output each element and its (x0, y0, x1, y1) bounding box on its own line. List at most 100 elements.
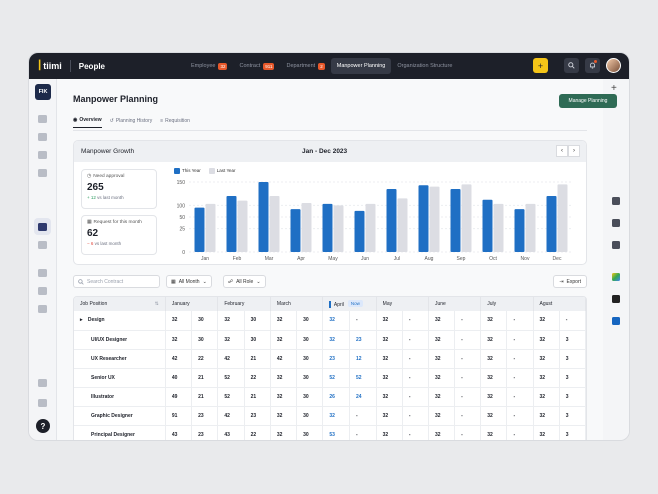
tab-requisition[interactable]: ≡ Requisition (160, 117, 190, 124)
value-cell: 32 (480, 311, 508, 331)
home-icon[interactable] (38, 115, 47, 123)
table-row[interactable]: UI/UX Designer 32 30 32 30 32 30 32 23 32-32-32-3… (74, 330, 586, 350)
money-icon[interactable] (38, 269, 47, 277)
nav-contract[interactable]: Contract 911 (239, 62, 275, 70)
bar-last-year (269, 196, 280, 252)
divider (73, 130, 587, 131)
value-cell: 30 (244, 330, 271, 350)
value-cell: 21 (191, 387, 219, 407)
nav-department[interactable]: Department 2 (286, 62, 325, 70)
avatar[interactable] (606, 58, 621, 73)
right-sidebar: + (601, 79, 629, 440)
search-user-icon[interactable] (38, 169, 47, 177)
table-row[interactable]: Illustrator 49 21 52 21 32 30 26 24 32-32-32-32 3 (74, 387, 586, 407)
table-row[interactable]: UX Researcher 42 22 42 21 42 30 23 12 32-32-32-32… (74, 349, 586, 369)
search-icon[interactable] (564, 58, 579, 73)
bell-icon[interactable] (585, 58, 600, 73)
expand-icon[interactable]: ▸ (80, 317, 84, 324)
gear-icon[interactable] (38, 379, 47, 387)
value-cell: 42 (165, 349, 193, 369)
nav-manpower-planning[interactable]: Manpower Planning (330, 58, 392, 74)
value-cell: 32 (376, 425, 403, 440)
bar-this-year (322, 203, 333, 252)
tab-planning-history[interactable]: ↺ Planning History (109, 117, 153, 124)
table-row[interactable]: Principal Designer 43 23 43 22 32 30 53-32-32-3… (74, 425, 586, 440)
add-button[interactable]: + (533, 58, 548, 73)
help-button[interactable]: ? (36, 419, 50, 433)
module-title: People (78, 61, 105, 71)
value-cell: 32 (376, 387, 403, 407)
value-cell: 42 (270, 349, 298, 369)
x-tick-label: May (328, 256, 338, 262)
confluence-icon[interactable] (612, 317, 620, 325)
top-actions: + (533, 58, 621, 73)
table-row[interactable]: Senior UX 40 21 52 22 32 30 52 52 32-32-32-32 3 (74, 368, 586, 388)
export-button[interactable]: ⇥ Export (553, 275, 587, 288)
workspace-logo[interactable]: FIK (35, 84, 51, 100)
chevron-left-icon[interactable]: ‹ (556, 145, 568, 157)
value-cell: 22 (244, 425, 271, 440)
building-icon[interactable] (38, 287, 47, 295)
logo-icon: ꟾ (38, 60, 42, 73)
role-select[interactable]: ☍ All Role ⌄ (223, 275, 266, 288)
value-cell: 32 (428, 406, 456, 426)
tab-overview[interactable]: ◉ Overview (73, 117, 102, 128)
value-cell: 32 (533, 387, 560, 407)
value-cell: - (402, 349, 429, 369)
report-icon[interactable] (38, 305, 47, 313)
value-cell: - (349, 425, 377, 440)
bar-this-year (290, 209, 301, 252)
column-header: June (428, 297, 482, 311)
value-cell: 32 (428, 349, 456, 369)
user-settings-icon[interactable] (38, 241, 47, 249)
value-cell: 21 (191, 368, 219, 388)
bar-this-year (194, 207, 205, 252)
value-cell: 43 (165, 425, 193, 440)
bar-last-year (557, 184, 568, 252)
value-cell: 30 (296, 368, 324, 388)
bar-last-year (205, 203, 216, 252)
chevron-right-icon[interactable]: › (568, 145, 580, 157)
value-cell: 32 (270, 330, 298, 350)
column-header: January (165, 297, 219, 311)
add-app-icon[interactable]: + (611, 83, 617, 94)
people-icon[interactable] (38, 223, 47, 231)
column-header: March (270, 297, 324, 311)
table-row[interactable]: Graphic Designer 91 23 42 23 32 30 32-32-32-32-… (74, 406, 586, 426)
main-content: Manpower Planning Manage Planning ◉ Overv… (57, 79, 617, 440)
notion-icon[interactable] (612, 295, 620, 303)
list-icon: ≡ (160, 117, 164, 124)
value-cell: 32 (533, 311, 560, 331)
x-tick-label: Nov (521, 256, 530, 262)
value-cell: - (402, 330, 429, 350)
y-tick-label: 100 (177, 203, 186, 209)
value-cell: 21 (244, 349, 271, 369)
logo[interactable]: ꟾ tiimi (38, 60, 62, 73)
month-select[interactable]: ▦ All Month ⌄ (166, 275, 212, 288)
value-cell: 52 (217, 387, 245, 407)
logout-icon[interactable] (38, 399, 47, 407)
value-cell: - (454, 368, 482, 388)
calendar-icon[interactable] (38, 133, 47, 141)
manpower-growth-card: Manpower Growth Jan - Dec 2023 ‹ › ◷ Need… (73, 140, 587, 265)
date-range: Jan - Dec 2023 (302, 148, 348, 155)
export-icon: ⇥ (559, 278, 564, 285)
value-cell: 30 (244, 311, 271, 331)
search-input[interactable]: Search Contract (73, 275, 160, 288)
value-cell: - (506, 330, 534, 350)
value-cell: 32 (533, 330, 560, 350)
manage-planning-button[interactable]: Manage Planning (559, 94, 617, 108)
folder-icon[interactable] (612, 241, 620, 249)
bar-this-year (418, 185, 429, 252)
nav-organization-structure[interactable]: Organization Structure (397, 63, 453, 69)
value-cell: - (454, 311, 482, 331)
nav-employee[interactable]: Employee 32 (191, 62, 228, 70)
column-header[interactable]: Job Position ⇅ (74, 297, 166, 311)
sheet-icon[interactable] (612, 219, 620, 227)
google-drive-icon[interactable] (612, 273, 620, 281)
inbox-icon[interactable] (38, 151, 47, 159)
table-row[interactable]: ▸ Design 32 30 32 30 32 30 32-32-32-32-32- (74, 311, 586, 331)
value-cell: 30 (296, 330, 324, 350)
sort-icon: ⇅ (154, 301, 159, 307)
table-icon[interactable] (612, 197, 620, 205)
